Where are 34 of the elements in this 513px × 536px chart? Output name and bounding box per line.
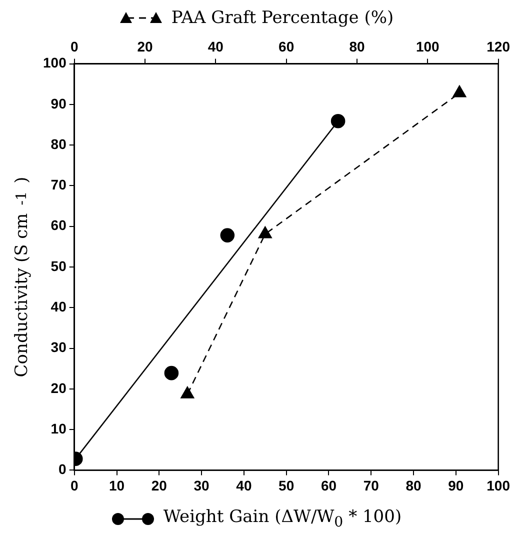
y-tick-label: 70 (50, 176, 67, 193)
x-tick-label: 80 (406, 477, 422, 494)
x-tick-label: 30 (194, 477, 210, 494)
x2-tick-label: 60 (278, 38, 294, 54)
x-tick-label: 60 (320, 477, 337, 494)
y-tick-label: 0 (58, 461, 67, 478)
y-tick-label: 50 (50, 258, 67, 274)
x2-tick-label: 120 (486, 38, 510, 54)
y-tick-label: 90 (50, 95, 67, 112)
x-tick-label: 50 (278, 477, 294, 494)
y-tick-label: 40 (50, 298, 67, 314)
y-tick-label: 20 (50, 380, 67, 396)
y-tick-label: 80 (50, 136, 67, 152)
x2-tick-label: 100 (416, 38, 440, 54)
x-tick-label: 40 (236, 477, 252, 494)
x-tick-label: 10 (108, 477, 125, 494)
point (164, 366, 179, 380)
y-tick-label: 60 (50, 217, 67, 234)
point (220, 228, 235, 242)
x-tick-label: 20 (151, 477, 168, 494)
x2-axis-title: PAA Graft Percentage (%) (171, 8, 394, 28)
x2-tick-label: 40 (208, 38, 224, 54)
x2-tick-label: 20 (137, 38, 154, 54)
x2-tick-label: 80 (349, 38, 365, 54)
y-tick-label: 30 (50, 339, 67, 356)
x2-tick-label: 0 (70, 38, 78, 54)
x-axis-title: Weight Gain (ΔW/W$_{0}$ * 100) (163, 507, 402, 530)
x-tick-label: 70 (363, 477, 380, 494)
point (330, 114, 346, 128)
y-tick-label: 100 (43, 54, 67, 71)
y-tick-label: 10 (50, 420, 67, 436)
x-tick-label: 90 (448, 477, 464, 494)
x-tick-label: 0 (70, 477, 78, 494)
x-tick-label: 100 (486, 477, 510, 494)
